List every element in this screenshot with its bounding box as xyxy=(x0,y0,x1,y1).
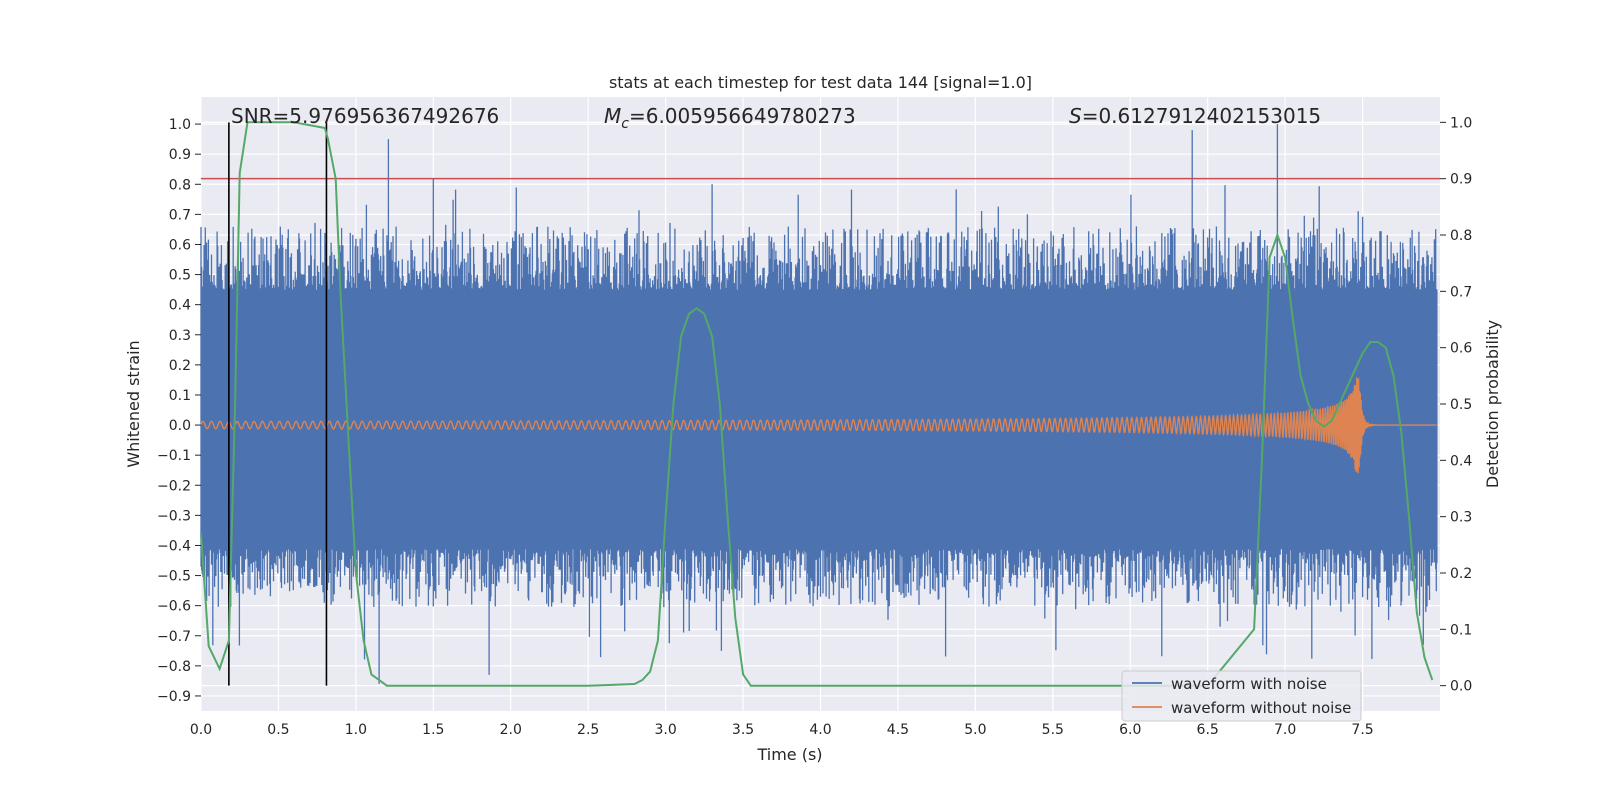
y-tick-label: −0.7 xyxy=(157,629,191,645)
y-tick-label: −0.8 xyxy=(157,659,191,675)
x-tick-label: 0.0 xyxy=(190,722,212,738)
chirp-mass-annotation: Mc=6.005956649780273 xyxy=(604,104,856,132)
x-tick-label: 6.5 xyxy=(1197,722,1219,738)
waveform-without-noise-series xyxy=(200,377,1437,474)
y-tick-label: 0.2 xyxy=(169,358,191,374)
y-tick-label: 0.7 xyxy=(169,207,191,223)
legend-label-noise: waveform with noise xyxy=(1171,675,1327,693)
y-tick-label: 0.0 xyxy=(169,418,191,434)
x-tick-label: 4.5 xyxy=(887,722,909,738)
y-tick-label: 0.6 xyxy=(169,237,191,253)
legend-label-chirp: waveform without noise xyxy=(1171,699,1351,717)
x-tick-label: 3.0 xyxy=(654,722,676,738)
s-annotation: S=0.6127912402153015 xyxy=(1069,104,1321,128)
y2-tick-label: 0.7 xyxy=(1450,284,1472,300)
y-tick-label: 0.1 xyxy=(169,388,191,404)
chirp-waveform-trace xyxy=(200,377,1437,474)
y-tick-label: −0.2 xyxy=(157,478,191,494)
y-tick-label: −0.6 xyxy=(157,599,191,615)
x-tick-label: 2.0 xyxy=(500,722,522,738)
y-tick-label: 0.8 xyxy=(169,177,191,193)
y-tick-label: −0.4 xyxy=(157,538,191,554)
chart-title: stats at each timestep for test data 144… xyxy=(609,73,1032,92)
x-tick-label: 7.0 xyxy=(1274,722,1296,738)
y-tick-label: 0.4 xyxy=(169,298,191,314)
x-tick-label: 5.5 xyxy=(1042,722,1064,738)
y2-tick-label: 0.3 xyxy=(1450,510,1472,526)
y-tick-label: −0.9 xyxy=(157,689,191,705)
y-tick-label: −0.3 xyxy=(157,508,191,524)
y2-tick-label: 0.9 xyxy=(1450,172,1472,188)
x-tick-label: 3.5 xyxy=(732,722,754,738)
x-tick-label: 7.5 xyxy=(1351,722,1373,738)
x-tick-label: 1.0 xyxy=(345,722,367,738)
y2-axis-label: Detection probability xyxy=(1483,320,1502,488)
y2-tick-label: 0.1 xyxy=(1450,622,1472,638)
overlay-lines xyxy=(201,122,1440,686)
y2-tick-label: 0.5 xyxy=(1450,397,1472,413)
y-tick-label: 0.3 xyxy=(169,328,191,344)
detection-probability-series xyxy=(200,121,1434,687)
y2-tick-label: 0.6 xyxy=(1450,341,1472,357)
x-tick-label: 5.0 xyxy=(964,722,986,738)
y-tick-label: 0.5 xyxy=(169,268,191,284)
x-tick-label: 1.5 xyxy=(422,722,444,738)
x-axis-label: Time (s) xyxy=(756,745,822,764)
x-tick-label: 6.0 xyxy=(1119,722,1141,738)
y-tick-label: −0.1 xyxy=(157,448,191,464)
x-tick-label: 0.5 xyxy=(267,722,289,738)
y-axis-label: Whitened strain xyxy=(124,340,143,467)
legend: waveform with noise waveform without noi… xyxy=(1121,670,1362,722)
x-tick-label: 2.5 xyxy=(577,722,599,738)
y2-tick-label: 0.4 xyxy=(1450,453,1472,469)
y2-tick-label: 1.0 xyxy=(1450,115,1472,131)
y2-tick-label: 0.0 xyxy=(1450,679,1472,695)
axis-ticks: 0.0 0.5 1.0 1.5 2.0 2.5 3.0 3.5 4.0 4.5 5.0 5.5 6.0 6… xyxy=(157,115,1472,738)
y-tick-label: 1.0 xyxy=(169,117,191,133)
legend-box xyxy=(1121,670,1362,722)
x-tick-label: 4.0 xyxy=(809,722,831,738)
detection-probability-line xyxy=(200,121,1434,687)
y2-tick-label: 0.8 xyxy=(1450,228,1472,244)
y2-tick-label: 0.2 xyxy=(1450,566,1472,582)
y-tick-label: −0.5 xyxy=(157,569,191,585)
y-tick-label: 0.9 xyxy=(169,147,191,163)
snr-annotation: SNR=5.976956367492676 xyxy=(231,104,499,128)
